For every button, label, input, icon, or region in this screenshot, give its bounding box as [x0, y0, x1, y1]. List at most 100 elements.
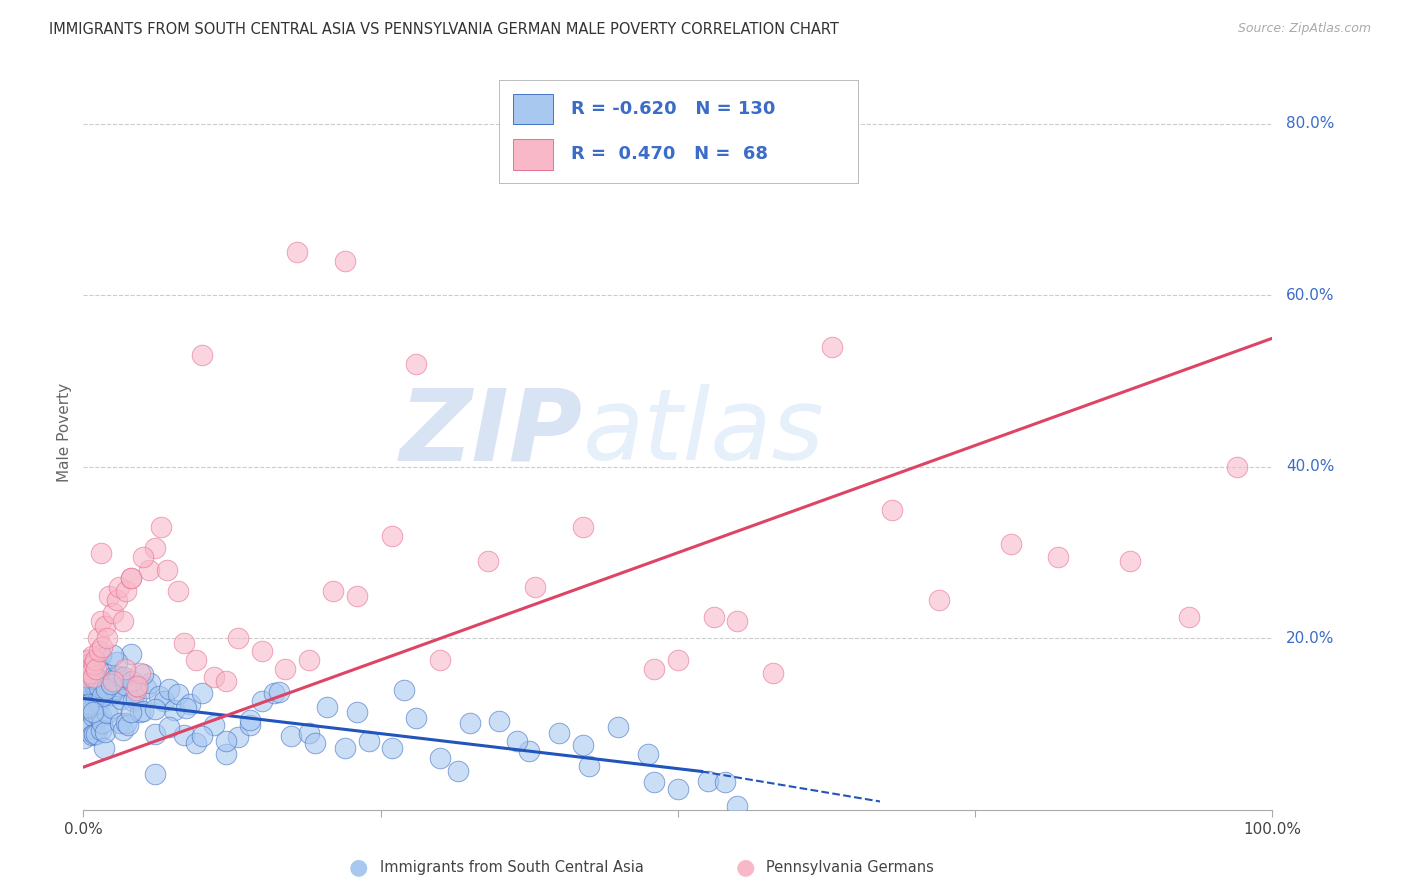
- Text: IMMIGRANTS FROM SOUTH CENTRAL ASIA VS PENNSYLVANIA GERMAN MALE POVERTY CORRELATI: IMMIGRANTS FROM SOUTH CENTRAL ASIA VS PE…: [49, 22, 839, 37]
- Point: [174, 701, 197, 715]
- Point: [115, 715, 138, 730]
- Point: [458, 715, 481, 730]
- Point: [93, 688, 115, 702]
- Point: [381, 741, 404, 756]
- Point: [75, 670, 97, 684]
- Point: [239, 713, 262, 727]
- Point: [132, 704, 155, 718]
- Point: [87, 693, 110, 707]
- Point: [77, 697, 100, 711]
- Point: [98, 682, 121, 697]
- Point: [215, 734, 238, 748]
- Point: [80, 659, 103, 673]
- Point: [101, 701, 124, 715]
- Point: [239, 717, 262, 731]
- Point: [167, 687, 190, 701]
- Point: [186, 736, 208, 750]
- Point: [127, 680, 149, 694]
- Point: [143, 541, 166, 556]
- Text: R = -0.620   N = 130: R = -0.620 N = 130: [571, 100, 775, 118]
- Point: [96, 632, 118, 646]
- Point: [110, 691, 132, 706]
- Point: [101, 674, 124, 689]
- Point: [90, 546, 112, 560]
- Point: [143, 766, 166, 780]
- Point: [103, 684, 125, 698]
- Point: [82, 705, 104, 719]
- Point: [91, 716, 114, 731]
- Point: [111, 615, 134, 629]
- Point: [94, 687, 117, 701]
- Point: [173, 636, 195, 650]
- Point: [86, 671, 108, 685]
- Point: [138, 563, 160, 577]
- Point: [429, 653, 451, 667]
- Text: R =  0.470   N =  68: R = 0.470 N = 68: [571, 145, 768, 163]
- Text: atlas: atlas: [582, 384, 824, 481]
- Point: [73, 731, 96, 745]
- Point: [90, 723, 112, 738]
- Point: [488, 714, 510, 728]
- Point: [346, 706, 368, 720]
- Point: [263, 686, 285, 700]
- Point: [104, 682, 127, 697]
- Point: [517, 743, 540, 757]
- Point: [226, 731, 249, 745]
- Y-axis label: Male Poverty: Male Poverty: [58, 383, 72, 483]
- Point: [298, 653, 321, 667]
- Point: [821, 340, 844, 354]
- Point: [100, 688, 122, 702]
- Point: [98, 685, 121, 699]
- Point: [97, 681, 120, 696]
- Point: [98, 589, 121, 603]
- Point: [77, 661, 100, 675]
- Point: [333, 254, 356, 268]
- Point: [132, 667, 155, 681]
- Point: [93, 725, 115, 739]
- Point: [86, 632, 108, 646]
- Point: [477, 554, 499, 568]
- Point: [285, 245, 308, 260]
- Point: [83, 689, 105, 703]
- Point: [143, 727, 166, 741]
- Bar: [513, 94, 553, 124]
- Point: [316, 700, 339, 714]
- Point: [191, 348, 214, 362]
- Point: [86, 678, 108, 692]
- Text: Pennsylvania Germans: Pennsylvania Germans: [766, 860, 934, 874]
- Point: [120, 571, 142, 585]
- Point: [108, 716, 131, 731]
- Text: 20.0%: 20.0%: [1286, 631, 1334, 646]
- Point: [124, 691, 146, 706]
- Text: Immigrants from South Central Asia: Immigrants from South Central Asia: [380, 860, 644, 874]
- Point: [77, 722, 100, 736]
- Point: [79, 690, 101, 705]
- Point: [135, 681, 157, 695]
- Point: [112, 670, 135, 684]
- Point: [298, 725, 321, 739]
- Point: [76, 702, 98, 716]
- Point: [157, 681, 180, 696]
- Point: [94, 681, 117, 696]
- Point: [86, 692, 108, 706]
- Point: [1118, 554, 1140, 568]
- Point: [643, 661, 665, 675]
- Point: [111, 723, 134, 737]
- Point: [186, 653, 208, 667]
- Point: [105, 669, 128, 683]
- Point: [82, 699, 104, 714]
- Point: [101, 606, 124, 620]
- Point: [121, 674, 143, 689]
- Point: [90, 648, 112, 662]
- Point: [607, 721, 630, 735]
- Point: [108, 580, 131, 594]
- Point: [87, 680, 110, 694]
- Point: [179, 698, 201, 712]
- Point: [75, 702, 97, 716]
- Point: [167, 584, 190, 599]
- Point: [89, 680, 111, 694]
- Point: [139, 676, 162, 690]
- Point: [524, 580, 547, 594]
- Point: [129, 665, 152, 680]
- Point: [84, 653, 107, 667]
